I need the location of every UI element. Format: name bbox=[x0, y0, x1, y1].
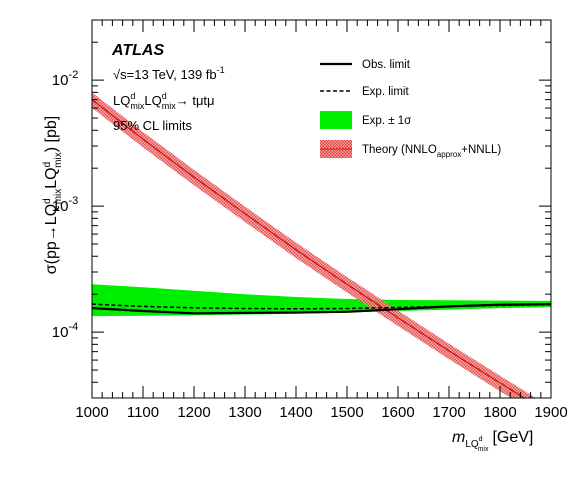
y-tick-label: 10-4 bbox=[52, 321, 78, 341]
x-tick-label: 1700 bbox=[432, 404, 465, 421]
y-tick-label: 10-3 bbox=[52, 195, 78, 215]
x-tick-label: 1600 bbox=[381, 404, 414, 421]
plot-area bbox=[92, 92, 551, 398]
theory-central-line bbox=[92, 99, 526, 398]
x-tick-label: 1800 bbox=[483, 404, 516, 421]
legend-exp-label: Exp. limit bbox=[362, 86, 409, 98]
x-tick-label: 1500 bbox=[330, 404, 363, 421]
x-tick-label: 1400 bbox=[279, 404, 312, 421]
x-tick-label: 1200 bbox=[177, 404, 210, 421]
x-tick-label: 1900 bbox=[534, 404, 567, 421]
y-axis-ticks: 10-2 10-3 10-4 bbox=[52, 19, 551, 399]
cl-label: 95% CL limits bbox=[113, 118, 192, 133]
legend-band-swatch bbox=[320, 111, 352, 129]
legend-obs-label: Obs. limit bbox=[362, 59, 411, 71]
legend-theory-label: Theory (NNLOapprox+NNLL) bbox=[362, 144, 501, 159]
expected-limit-line bbox=[92, 303, 551, 310]
atlas-label: ATLAS bbox=[111, 42, 164, 59]
x-tick-label: 1100 bbox=[127, 404, 159, 421]
legend: Obs. limit Exp. limit Exp. ± 1σ Theory (… bbox=[320, 59, 501, 159]
observed-limit-line bbox=[92, 303, 551, 315]
x-axis-ticks: 1000 1100 1200 1300 1400 1500 1600 1700 1800 1900 bbox=[75, 20, 568, 421]
y-tick-label: 10-2 bbox=[52, 69, 78, 89]
y-axis-label: σ(pp→LQdmixLQdmix) [pb] bbox=[42, 116, 64, 274]
legend-band-label: Exp. ± 1σ bbox=[362, 115, 411, 127]
x-tick-label: 1300 bbox=[228, 404, 261, 421]
plot-frame bbox=[91, 19, 552, 399]
x-tick-label: 1000 bbox=[75, 404, 108, 421]
x-axis-label: mLQd mix[GeV] bbox=[452, 429, 533, 453]
energy-lumi-label: √s=13 TeV, 139 fb-1 bbox=[113, 65, 225, 82]
process-label: LQd mixLQd mix→ tμtμ bbox=[113, 91, 215, 111]
